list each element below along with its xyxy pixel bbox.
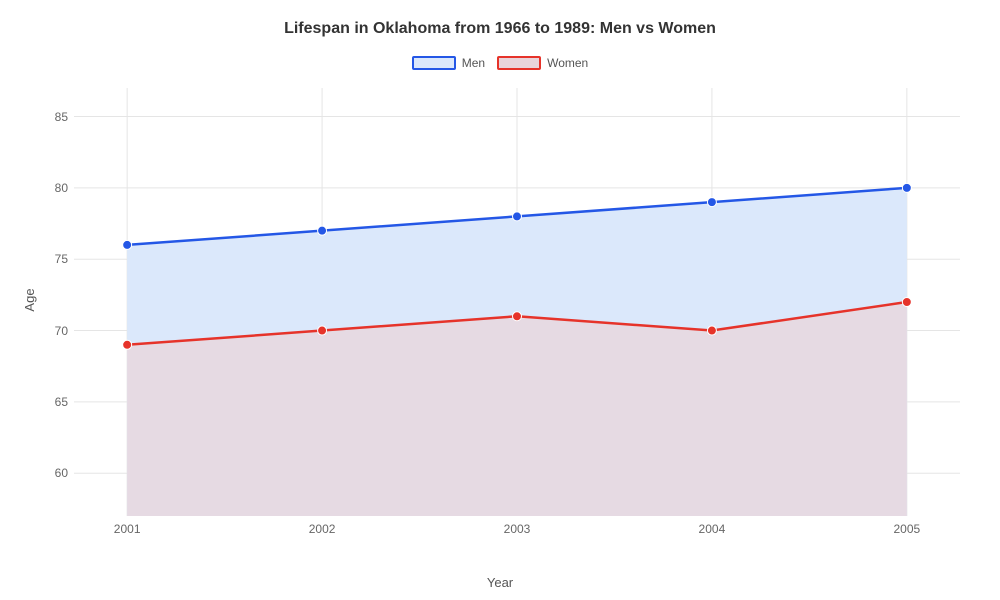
legend-label-men: Men [462,56,485,70]
xtick-label: 2002 [309,522,336,536]
chart-container: Lifespan in Oklahoma from 1966 to 1989: … [0,0,1000,600]
legend-swatch-women [497,56,541,70]
marker-women [707,326,716,335]
xtick-label: 2003 [504,522,531,536]
marker-men [707,198,716,207]
chart-title: Lifespan in Oklahoma from 1966 to 1989: … [0,20,1000,38]
marker-women [513,312,522,321]
ytick-label: 60 [55,466,68,480]
ytick-label: 80 [55,181,68,195]
marker-women [318,326,327,335]
marker-men [513,212,522,221]
legend: Men Women [0,56,1000,70]
ytick-label: 75 [55,252,68,266]
chart-svg [74,88,960,516]
legend-label-women: Women [547,56,588,70]
ytick-label: 65 [55,395,68,409]
ytick-label: 85 [55,110,68,124]
plot-area [74,88,960,516]
y-axis-label: Age [22,288,37,311]
marker-men [902,183,911,192]
xtick-label: 2001 [114,522,141,536]
x-axis-label: Year [0,575,1000,590]
marker-women [902,298,911,307]
xtick-label: 2005 [893,522,920,536]
ytick-label: 70 [55,324,68,338]
marker-men [318,226,327,235]
legend-swatch-men [412,56,456,70]
legend-item-women: Women [497,56,588,70]
legend-item-men: Men [412,56,485,70]
xtick-label: 2004 [699,522,726,536]
marker-men [123,240,132,249]
marker-women [123,340,132,349]
